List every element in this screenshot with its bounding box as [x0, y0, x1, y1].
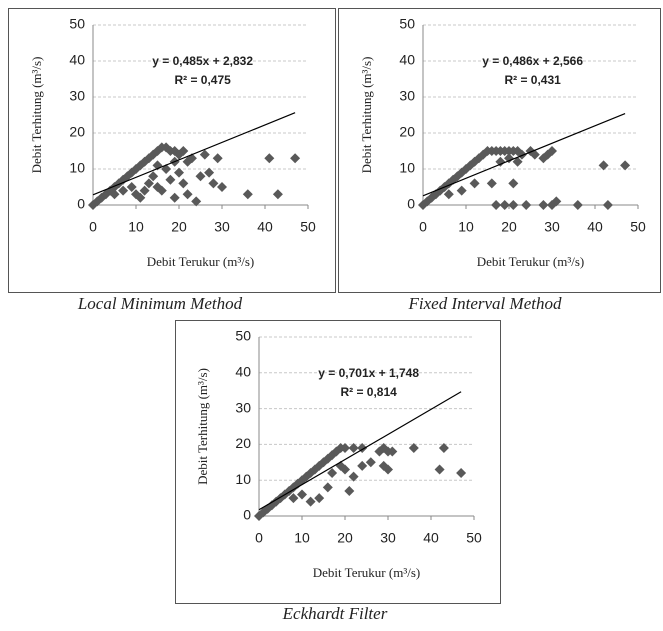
caption: Fixed Interval Method [408, 294, 562, 313]
y-tick-label: 50 [399, 16, 415, 32]
chart-frame [176, 321, 501, 604]
x-tick-label: 40 [423, 530, 439, 546]
y-tick-label: 20 [235, 435, 251, 451]
y-tick-label: 10 [235, 471, 251, 487]
y-tick-label: 0 [407, 196, 415, 212]
y-tick-label: 50 [69, 16, 85, 32]
y-tick-label: 40 [235, 364, 251, 380]
y-tick-label: 10 [399, 160, 415, 176]
equation: y = 0,485x + 2,832 [152, 54, 253, 68]
y-axis-label: Debit Terhitung (m³/s) [195, 368, 210, 485]
x-tick-label: 0 [255, 530, 263, 546]
x-tick-label: 30 [380, 530, 396, 546]
x-tick-label: 50 [630, 219, 646, 235]
y-tick-label: 40 [69, 52, 85, 68]
y-tick-label: 0 [77, 196, 85, 212]
x-tick-label: 0 [89, 219, 97, 235]
y-tick-label: 20 [69, 124, 85, 140]
caption: Local Minimum Method [77, 294, 243, 313]
y-tick-label: 20 [399, 124, 415, 140]
equation: y = 0,701x + 1,748 [318, 366, 419, 380]
x-axis-label: Debit Terukur (m³/s) [313, 565, 420, 580]
y-tick-label: 30 [399, 88, 415, 104]
equation: y = 0,486x + 2,566 [482, 54, 583, 68]
r-squared: R² = 0,814 [340, 385, 397, 399]
x-tick-label: 50 [466, 530, 482, 546]
x-axis-label: Debit Terukur (m³/s) [477, 254, 584, 269]
y-axis-label: Debit Terhitung (m³/s) [29, 57, 44, 174]
r-squared: R² = 0,475 [174, 73, 231, 87]
y-tick-label: 40 [399, 52, 415, 68]
x-tick-label: 10 [294, 530, 310, 546]
x-tick-label: 10 [458, 219, 474, 235]
x-tick-label: 20 [501, 219, 517, 235]
y-tick-label: 30 [235, 399, 251, 415]
x-tick-label: 20 [171, 219, 187, 235]
y-tick-label: 10 [69, 160, 85, 176]
y-axis-label: Debit Terhitung (m³/s) [359, 57, 374, 174]
x-tick-label: 0 [419, 219, 427, 235]
figure: 0 10 20 30 40 50 0 10 20 30 40 50 y = 0,485x + 2,832… [0, 0, 663, 626]
x-tick-label: 40 [587, 219, 603, 235]
x-tick-label: 30 [544, 219, 560, 235]
x-tick-label: 20 [337, 530, 353, 546]
y-tick-label: 30 [69, 88, 85, 104]
x-tick-label: 10 [128, 219, 144, 235]
caption: Eckhardt Filter [282, 604, 388, 623]
y-tick-label: 50 [235, 328, 251, 344]
x-tick-label: 50 [300, 219, 316, 235]
x-axis-label: Debit Terukur (m³/s) [147, 254, 254, 269]
x-tick-label: 30 [214, 219, 230, 235]
y-tick-label: 0 [243, 507, 251, 523]
x-tick-label: 40 [257, 219, 273, 235]
r-squared: R² = 0,431 [504, 73, 561, 87]
